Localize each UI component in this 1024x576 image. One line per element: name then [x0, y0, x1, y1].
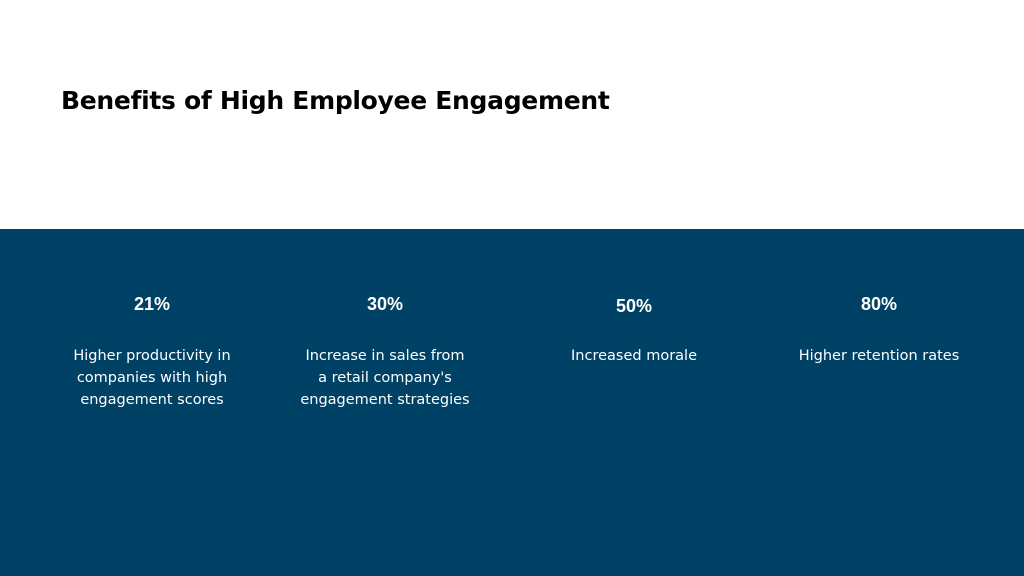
stat-label-line: Increase in sales from [305, 348, 465, 364]
stats-band: 21% Higher productivity in companies wit… [0, 229, 1024, 576]
stat-label-line: Higher productivity in [73, 348, 231, 364]
stat-value: 30% [366, 294, 404, 314]
stat-value: 50% [615, 296, 653, 316]
stat-label-line: Higher retention rates [798, 348, 960, 364]
stat-value: 80% [860, 294, 898, 314]
stat-label: Increase in sales from a retail company'… [285, 345, 485, 411]
stat-label-line: Increased morale [571, 348, 697, 364]
stat-value: 21% [133, 294, 171, 314]
stat-label-line: engagement strategies [300, 392, 470, 408]
stat-label: Increased morale [534, 345, 734, 367]
stat-label: Higher productivity in companies with hi… [52, 345, 252, 411]
stat-label-line: engagement scores [80, 392, 224, 408]
slide-title: Benefits of High Employee Engagement [61, 86, 610, 115]
stat-label-line: a retail company's [318, 370, 452, 386]
stat-label: Higher retention rates [779, 345, 979, 367]
stat-label-line: companies with high [76, 370, 228, 386]
